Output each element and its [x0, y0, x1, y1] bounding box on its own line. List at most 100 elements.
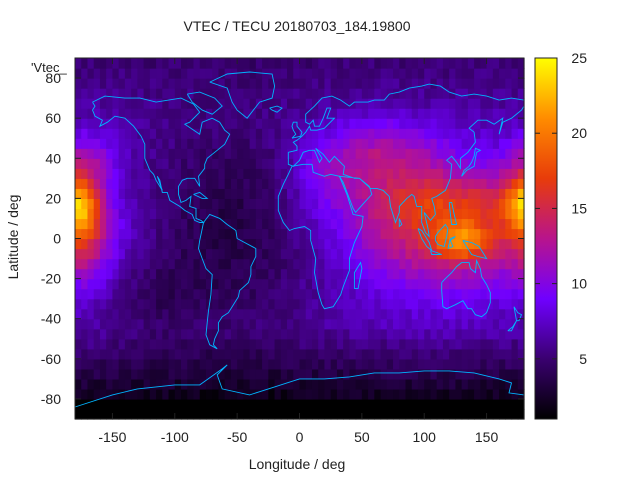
heatmap-cell — [224, 328, 232, 340]
heatmap-cell — [361, 198, 369, 210]
heatmap-cell — [311, 398, 319, 410]
heatmap-cell — [386, 208, 394, 220]
heatmap-cell — [411, 388, 419, 400]
heatmap-cell — [112, 128, 120, 139]
heatmap-cell — [324, 368, 332, 380]
heatmap-cell — [287, 218, 294, 230]
heatmap-cell — [224, 318, 232, 330]
heatmap-cell — [255, 308, 263, 320]
heatmap-cell — [499, 68, 506, 79]
heatmap-cell — [430, 238, 438, 250]
heatmap-cell — [480, 258, 488, 270]
heatmap-cell — [386, 188, 394, 199]
heatmap-cell — [287, 178, 294, 189]
heatmap-cell — [411, 238, 419, 250]
heatmap-cell — [386, 148, 394, 159]
heatmap-cell — [480, 318, 488, 330]
heatmap-cell — [318, 68, 326, 79]
heatmap-cell — [386, 308, 394, 320]
heatmap-cell — [118, 168, 126, 179]
heatmap-cell — [517, 198, 525, 210]
heatmap-cell — [93, 198, 101, 210]
heatmap-cell — [318, 108, 326, 119]
heatmap-cell — [162, 308, 170, 320]
heatmap-cell — [187, 118, 195, 129]
heatmap-cell — [455, 298, 463, 310]
heatmap-cell — [343, 318, 350, 330]
heatmap-cell — [336, 398, 344, 410]
heatmap-cell — [336, 408, 344, 420]
heatmap-cell — [293, 78, 301, 89]
heatmap-cell — [162, 378, 170, 390]
heatmap-cell — [467, 198, 475, 210]
heatmap-cell — [343, 158, 350, 169]
heatmap-cell — [380, 258, 388, 270]
heatmap-cell — [492, 168, 500, 179]
heatmap-cell — [405, 208, 413, 220]
heatmap-cell — [131, 98, 138, 109]
heatmap-cell — [137, 128, 145, 139]
heatmap-cell — [174, 68, 182, 79]
heatmap-cell — [162, 158, 170, 169]
heatmap-cell — [374, 288, 382, 300]
heatmap-cell — [374, 408, 382, 420]
heatmap-cell — [499, 268, 506, 280]
heatmap-cell — [255, 278, 263, 290]
heatmap-cell — [124, 238, 132, 250]
heatmap-cell — [268, 338, 276, 350]
heatmap-cell — [517, 288, 525, 300]
heatmap-cell — [436, 398, 444, 410]
heatmap-cell — [411, 108, 419, 119]
heatmap-cell — [355, 358, 363, 370]
heatmap-cell — [305, 298, 313, 310]
heatmap-cell — [355, 398, 363, 410]
coastline — [513, 306, 523, 322]
heatmap-cell — [349, 218, 357, 230]
heatmap-cell — [505, 368, 513, 380]
y-axis-label: Latitude / deg — [5, 195, 21, 280]
heatmap-cell — [299, 108, 307, 119]
heatmap-cell — [255, 158, 263, 169]
heatmap-cell — [149, 378, 157, 390]
heatmap-cell — [330, 398, 338, 410]
heatmap-cell — [99, 158, 107, 169]
heatmap-cell — [467, 188, 475, 199]
heatmap-cell — [287, 168, 294, 179]
heatmap-cell — [336, 368, 344, 380]
heatmap-cell — [243, 288, 251, 300]
heatmap-cell — [343, 118, 350, 129]
heatmap-cell — [330, 388, 338, 400]
heatmap-cell — [361, 288, 369, 300]
heatmap-cell — [255, 188, 263, 199]
heatmap-cell — [299, 168, 307, 179]
heatmap-cell — [255, 98, 263, 109]
heatmap-cell — [411, 98, 419, 109]
heatmap-cell — [205, 358, 213, 370]
heatmap-cell — [137, 268, 145, 280]
heatmap-cell — [374, 238, 382, 250]
heatmap-cell — [399, 328, 407, 340]
heatmap-cell — [81, 98, 89, 109]
heatmap-cell — [174, 98, 182, 109]
heatmap-cell — [486, 358, 494, 370]
heatmap-cell — [492, 338, 500, 350]
heatmap-cell — [486, 138, 494, 149]
heatmap-cell — [405, 108, 413, 119]
heatmap-cell — [318, 268, 326, 280]
heatmap-cell — [361, 98, 369, 109]
heatmap-cell — [162, 388, 170, 400]
heatmap-cell — [405, 148, 413, 159]
heatmap-cell — [262, 288, 269, 300]
heatmap-cell — [380, 88, 388, 99]
heatmap-cell — [87, 128, 95, 139]
heatmap-cell — [81, 318, 89, 330]
heatmap-cell — [137, 58, 145, 69]
heatmap-cell — [181, 358, 188, 370]
heatmap-cell — [262, 328, 269, 340]
heatmap-cell — [399, 258, 407, 270]
heatmap-cell — [262, 398, 269, 410]
heatmap-cell — [449, 398, 457, 410]
heatmap-cell — [262, 158, 269, 169]
heatmap-cell — [156, 158, 163, 169]
heatmap-cell — [93, 158, 101, 169]
